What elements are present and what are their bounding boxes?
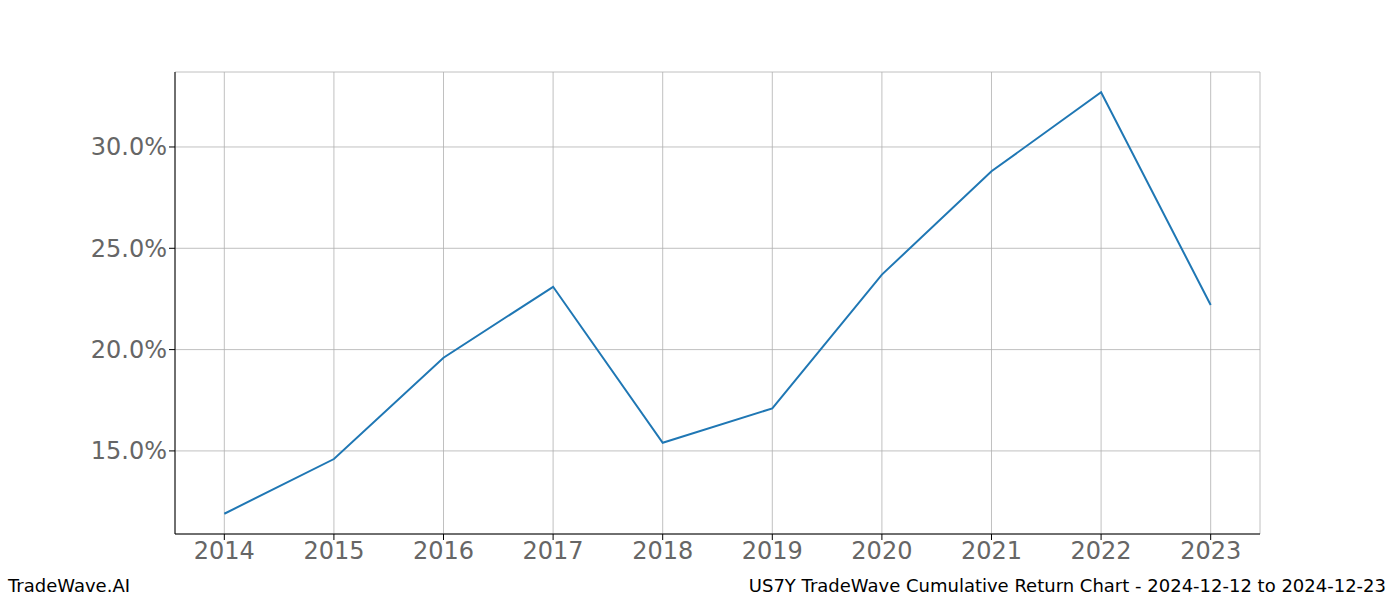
svg-text:2015: 2015 bbox=[303, 537, 364, 560]
svg-text:2019: 2019 bbox=[742, 537, 803, 560]
svg-text:25.0%: 25.0% bbox=[91, 235, 167, 263]
svg-text:2017: 2017 bbox=[523, 537, 584, 560]
svg-text:2023: 2023 bbox=[1180, 537, 1241, 560]
svg-text:2016: 2016 bbox=[413, 537, 474, 560]
svg-text:2020: 2020 bbox=[851, 537, 912, 560]
svg-text:20.0%: 20.0% bbox=[91, 336, 167, 364]
svg-text:2014: 2014 bbox=[194, 537, 255, 560]
svg-text:2018: 2018 bbox=[632, 537, 693, 560]
svg-text:2021: 2021 bbox=[961, 537, 1022, 560]
svg-text:15.0%: 15.0% bbox=[91, 437, 167, 465]
svg-text:2022: 2022 bbox=[1071, 537, 1132, 560]
svg-text:30.0%: 30.0% bbox=[91, 133, 167, 161]
html-text:TradeWave.AI: TradeWave.AI bbox=[8, 575, 130, 596]
html-text:US7Y TradeWave Cumulative Retu: US7Y TradeWave Cumulative Return Chart -… bbox=[748, 575, 1386, 596]
